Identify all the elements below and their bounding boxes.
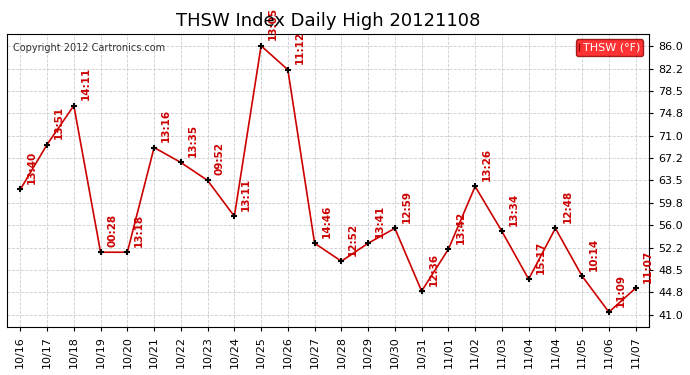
Text: 13:26: 13:26 xyxy=(482,148,492,181)
Text: 12:52: 12:52 xyxy=(348,222,358,256)
Text: 13:05: 13:05 xyxy=(268,7,278,40)
Text: 13:18: 13:18 xyxy=(135,213,144,247)
Text: 11:07: 11:07 xyxy=(642,249,653,283)
Text: 12:48: 12:48 xyxy=(562,189,572,223)
Text: 13:51: 13:51 xyxy=(54,106,64,139)
Text: 09:52: 09:52 xyxy=(215,142,224,175)
Text: 14:11: 14:11 xyxy=(81,67,91,100)
Text: 00:28: 00:28 xyxy=(108,213,117,247)
Text: 13:42: 13:42 xyxy=(455,210,465,244)
Text: 12:36: 12:36 xyxy=(428,252,439,286)
Title: THSW Index Daily High 20121108: THSW Index Daily High 20121108 xyxy=(176,12,480,30)
Text: 13:16: 13:16 xyxy=(161,109,171,142)
Text: 11:09: 11:09 xyxy=(616,273,626,306)
Text: 13:34: 13:34 xyxy=(509,192,519,226)
Text: 13:41: 13:41 xyxy=(375,204,385,238)
Text: 10:14: 10:14 xyxy=(589,237,599,271)
Text: 13:11: 13:11 xyxy=(241,178,251,211)
Text: 12:59: 12:59 xyxy=(402,190,412,223)
Text: 11:12: 11:12 xyxy=(295,31,305,64)
Text: 14:46: 14:46 xyxy=(322,204,332,238)
Text: 13:40: 13:40 xyxy=(28,151,37,184)
Text: Copyright 2012 Cartronics.com: Copyright 2012 Cartronics.com xyxy=(13,43,166,52)
Text: 13:35: 13:35 xyxy=(188,124,198,157)
Text: 15:17: 15:17 xyxy=(535,240,546,274)
Legend: THSW (°F): THSW (°F) xyxy=(576,39,644,56)
